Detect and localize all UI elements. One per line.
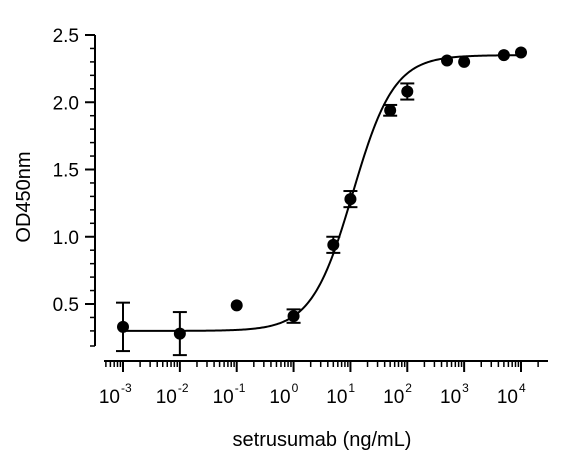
data-points [116,46,527,357]
x-tick-exponent: 4 [519,381,526,395]
x-tick-label: 10 3 [440,381,469,408]
x-axis-title: setrusumab (ng/mL) [233,429,412,451]
x-tick-label: 10 -1 [213,381,246,408]
x-axis: 10 -3 10 -2 10 -1 10 0 10 1 10 2 10 3 10 4 [99,360,548,408]
y-tick-label: 0.5 [53,295,79,316]
data-point [401,85,414,98]
x-tick-exponent: 1 [348,381,355,395]
y-axis: 0.5 1.0 1.5 2.0 2.5 [53,26,96,347]
data-point [344,193,357,206]
x-tick-exponent: -1 [235,381,246,395]
data-point [441,54,454,67]
x-tick-exponent: 2 [405,381,412,395]
data-point [173,327,186,340]
data-point [117,320,129,333]
data-point [230,299,243,312]
x-tick-exponent: -2 [178,381,189,395]
y-tick-label: 1.0 [53,228,79,249]
y-tick-label: 2.5 [53,26,79,47]
x-tick-label: 10 1 [326,381,355,408]
x-tick-base: 10 [440,387,461,408]
x-tick-base: 10 [156,387,177,408]
fit-curve [123,54,522,332]
data-point [327,238,340,251]
x-tick-base: 10 [269,387,290,408]
x-tick-base: 10 [497,387,518,408]
x-tick-label: 10 2 [383,381,412,408]
x-tick-label: 10 0 [269,381,298,408]
x-tick-base: 10 [99,387,120,408]
fit-curve-group [123,54,522,332]
x-tick-base: 10 [383,387,404,408]
x-tick-label: 10 -3 [99,381,132,408]
data-point [287,310,300,323]
y-tick-label: 2.0 [53,93,79,114]
y-axis-title: OD450nm [13,151,35,242]
y-tick-label: 1.5 [53,161,79,182]
x-tick-base: 10 [326,387,347,408]
data-point [458,55,471,68]
x-tick-exponent: 3 [462,381,469,395]
data-point [384,104,397,117]
x-tick-label: 10 4 [497,381,526,408]
x-tick-base: 10 [213,387,234,408]
x-tick-label: 10 -2 [156,381,189,408]
x-tick-exponent: 0 [292,381,299,395]
x-tick-exponent: -3 [121,381,132,395]
data-point [497,49,510,62]
data-point [515,46,527,59]
